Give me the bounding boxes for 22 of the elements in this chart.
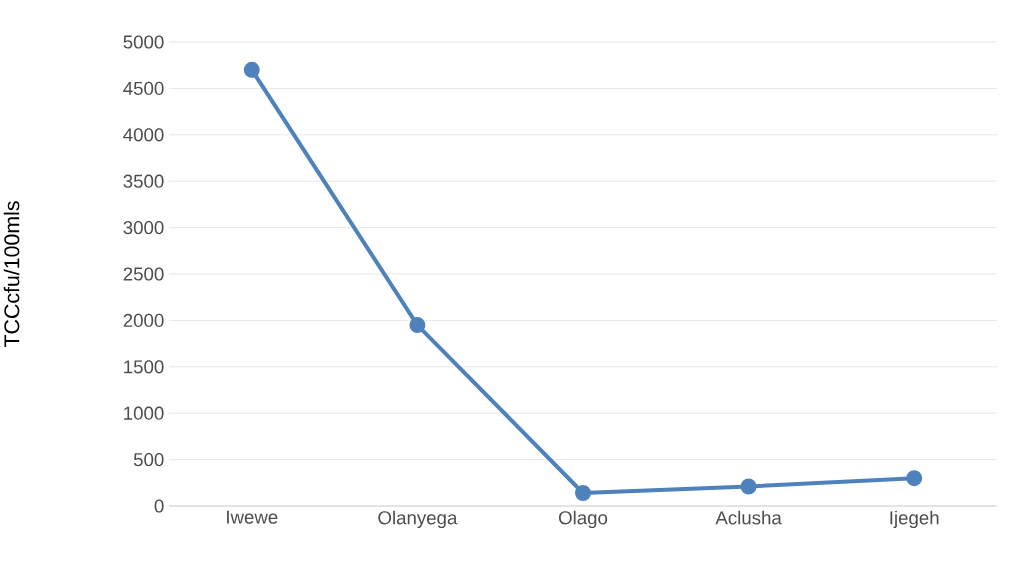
y-tick-label: 1500 <box>124 360 164 374</box>
y-tick-label: 500 <box>133 452 164 467</box>
y-axis-title: TCCcfu/100mls <box>3 201 20 348</box>
point <box>575 485 591 502</box>
x-tick-label: Aclusha <box>715 510 782 525</box>
y-tick-label: 4500 <box>123 81 164 96</box>
x-tick-label: Olago <box>558 510 608 529</box>
y-tick-label: 0 <box>154 499 164 513</box>
y-tick-label: 3000 <box>123 220 164 235</box>
y-tick-label: 4000 <box>123 128 164 142</box>
point <box>906 470 923 487</box>
y-tick-label: 1000 <box>124 406 164 420</box>
y-tick-label: 3500 <box>123 174 164 188</box>
y-tick-label: 5000 <box>123 35 164 49</box>
x-tick-label: Iwewe <box>227 510 278 524</box>
y-tick-label: 2000 <box>123 313 164 328</box>
point <box>409 317 426 334</box>
point <box>243 61 260 78</box>
x-tick-label: Ijegeh <box>890 510 939 529</box>
point <box>740 478 757 495</box>
y-tick-label: 2500 <box>123 267 164 281</box>
x-tick-label: Olanyega <box>378 510 458 529</box>
